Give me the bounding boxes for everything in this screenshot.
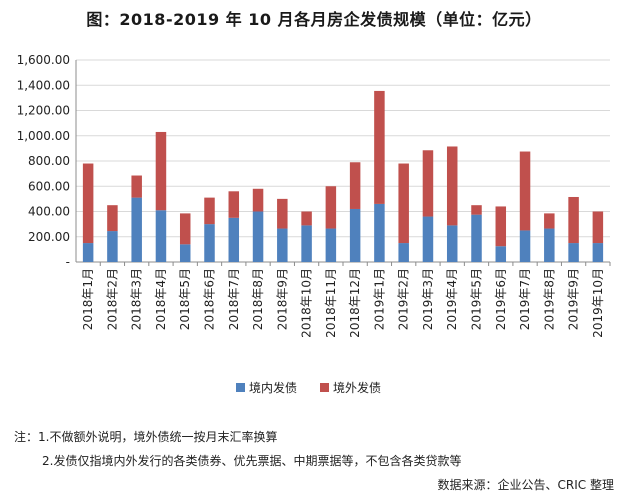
bar-domestic bbox=[252, 211, 264, 262]
bar-domestic bbox=[204, 224, 215, 262]
bar-overseas bbox=[204, 197, 215, 225]
bar-domestic bbox=[325, 228, 337, 262]
legend-swatch bbox=[236, 383, 245, 392]
x-tick-label: 2018年8月 bbox=[251, 268, 265, 330]
note-line-1: 注：1.不做额外说明，境外债统一按月末汇率换算 bbox=[14, 430, 278, 444]
x-tick-label: 2019年3月 bbox=[421, 268, 435, 330]
y-tick-label: - bbox=[66, 255, 70, 269]
bar-overseas bbox=[568, 196, 579, 244]
bar-overseas bbox=[228, 191, 240, 218]
bar-domestic bbox=[471, 214, 482, 262]
x-tick-label: 2018年12月 bbox=[348, 268, 362, 338]
y-tick-label: 600.00 bbox=[28, 179, 70, 193]
bar-domestic bbox=[107, 231, 118, 262]
bar-overseas bbox=[107, 205, 118, 232]
x-tick-label: 2018年4月 bbox=[154, 268, 168, 330]
bar-domestic bbox=[155, 210, 167, 262]
bar-domestic bbox=[277, 228, 288, 262]
bar-overseas bbox=[325, 186, 337, 229]
bar-overseas bbox=[471, 205, 482, 215]
bar-domestic bbox=[398, 243, 409, 262]
bar-overseas bbox=[592, 211, 604, 244]
x-tick-label: 2019年8月 bbox=[542, 268, 556, 330]
stacked-bar-chart: - 200.00 400.00 600.00 800.00 1,000.00 1,200.0… bbox=[17, 53, 611, 395]
x-tick-label: 2019年10月 bbox=[591, 268, 605, 338]
x-tick-label: 2019年5月 bbox=[470, 268, 484, 330]
bar-overseas bbox=[422, 150, 434, 217]
bar-domestic bbox=[349, 208, 361, 262]
bar-overseas bbox=[349, 162, 361, 209]
bar-overseas bbox=[544, 213, 555, 229]
bar-domestic bbox=[422, 216, 434, 262]
x-tick-label: 2018年6月 bbox=[203, 268, 217, 330]
x-tick-label: 2018年11月 bbox=[324, 268, 338, 338]
x-tick-label: 2019年1月 bbox=[372, 268, 386, 330]
legend-label: 境外发债 bbox=[333, 380, 381, 395]
legend-swatch bbox=[320, 383, 329, 392]
x-tick-label: 2019年9月 bbox=[567, 268, 581, 330]
bar-overseas bbox=[179, 213, 191, 245]
bar-overseas bbox=[301, 211, 312, 226]
x-tick-label: 2019年7月 bbox=[518, 268, 532, 330]
bar-overseas bbox=[82, 163, 94, 244]
bar-domestic bbox=[592, 243, 604, 262]
bar-overseas bbox=[155, 131, 167, 211]
y-tick-label: 400.00 bbox=[28, 205, 70, 219]
x-tick-label: 2018年3月 bbox=[130, 268, 144, 330]
x-tick-label: 2018年10月 bbox=[300, 268, 314, 338]
bar-domestic bbox=[131, 197, 142, 262]
x-tick-label: 2018年5月 bbox=[178, 268, 192, 330]
note-line-2: 2.发债仅指境内外发行的各类债券、优先票据、中期票据等，不包含各类贷款等 bbox=[42, 454, 462, 468]
data-source: 数据来源：企业公告、CRIC 整理 bbox=[437, 478, 614, 492]
y-tick-label: 200.00 bbox=[28, 230, 70, 244]
bar-domestic bbox=[179, 244, 191, 262]
legend-label: 境内发债 bbox=[249, 380, 297, 395]
bar-overseas bbox=[519, 151, 531, 231]
x-tick-label: 2018年2月 bbox=[105, 268, 119, 330]
y-tick-label: 1,200.00 bbox=[17, 104, 70, 118]
bar-overseas bbox=[131, 175, 142, 198]
y-tick-label: 1,600.00 bbox=[17, 53, 70, 67]
x-tick-label: 2018年1月 bbox=[81, 268, 95, 330]
x-tick-label: 2019年2月 bbox=[397, 268, 411, 330]
bar-domestic bbox=[568, 243, 579, 262]
x-tick-label: 2019年6月 bbox=[494, 268, 508, 330]
bar-overseas bbox=[374, 90, 385, 204]
x-tick-label: 2018年9月 bbox=[275, 268, 289, 330]
bar-domestic bbox=[228, 217, 240, 262]
chart-title: 图：2018-2019 年 10 月各月房企发债规模（单位：亿元） bbox=[86, 10, 542, 29]
y-tick-label: 800.00 bbox=[28, 154, 70, 168]
bar-domestic bbox=[301, 225, 312, 262]
y-tick-label: 1,400.00 bbox=[17, 78, 70, 92]
bar-domestic bbox=[544, 228, 555, 262]
bar-domestic bbox=[82, 243, 94, 262]
x-tick-label: 2019年4月 bbox=[445, 268, 459, 330]
bar-overseas bbox=[398, 163, 409, 244]
x-tick-label: 2018年7月 bbox=[227, 268, 241, 330]
bar-overseas bbox=[277, 198, 288, 229]
bar-overseas bbox=[446, 146, 458, 226]
bar-domestic bbox=[446, 225, 458, 262]
bar-domestic bbox=[495, 246, 507, 262]
bar-overseas bbox=[252, 188, 264, 212]
bar-domestic bbox=[374, 203, 385, 262]
bar-domestic bbox=[519, 230, 531, 262]
y-tick-label: 1,000.00 bbox=[17, 129, 70, 143]
bar-overseas bbox=[495, 206, 507, 247]
